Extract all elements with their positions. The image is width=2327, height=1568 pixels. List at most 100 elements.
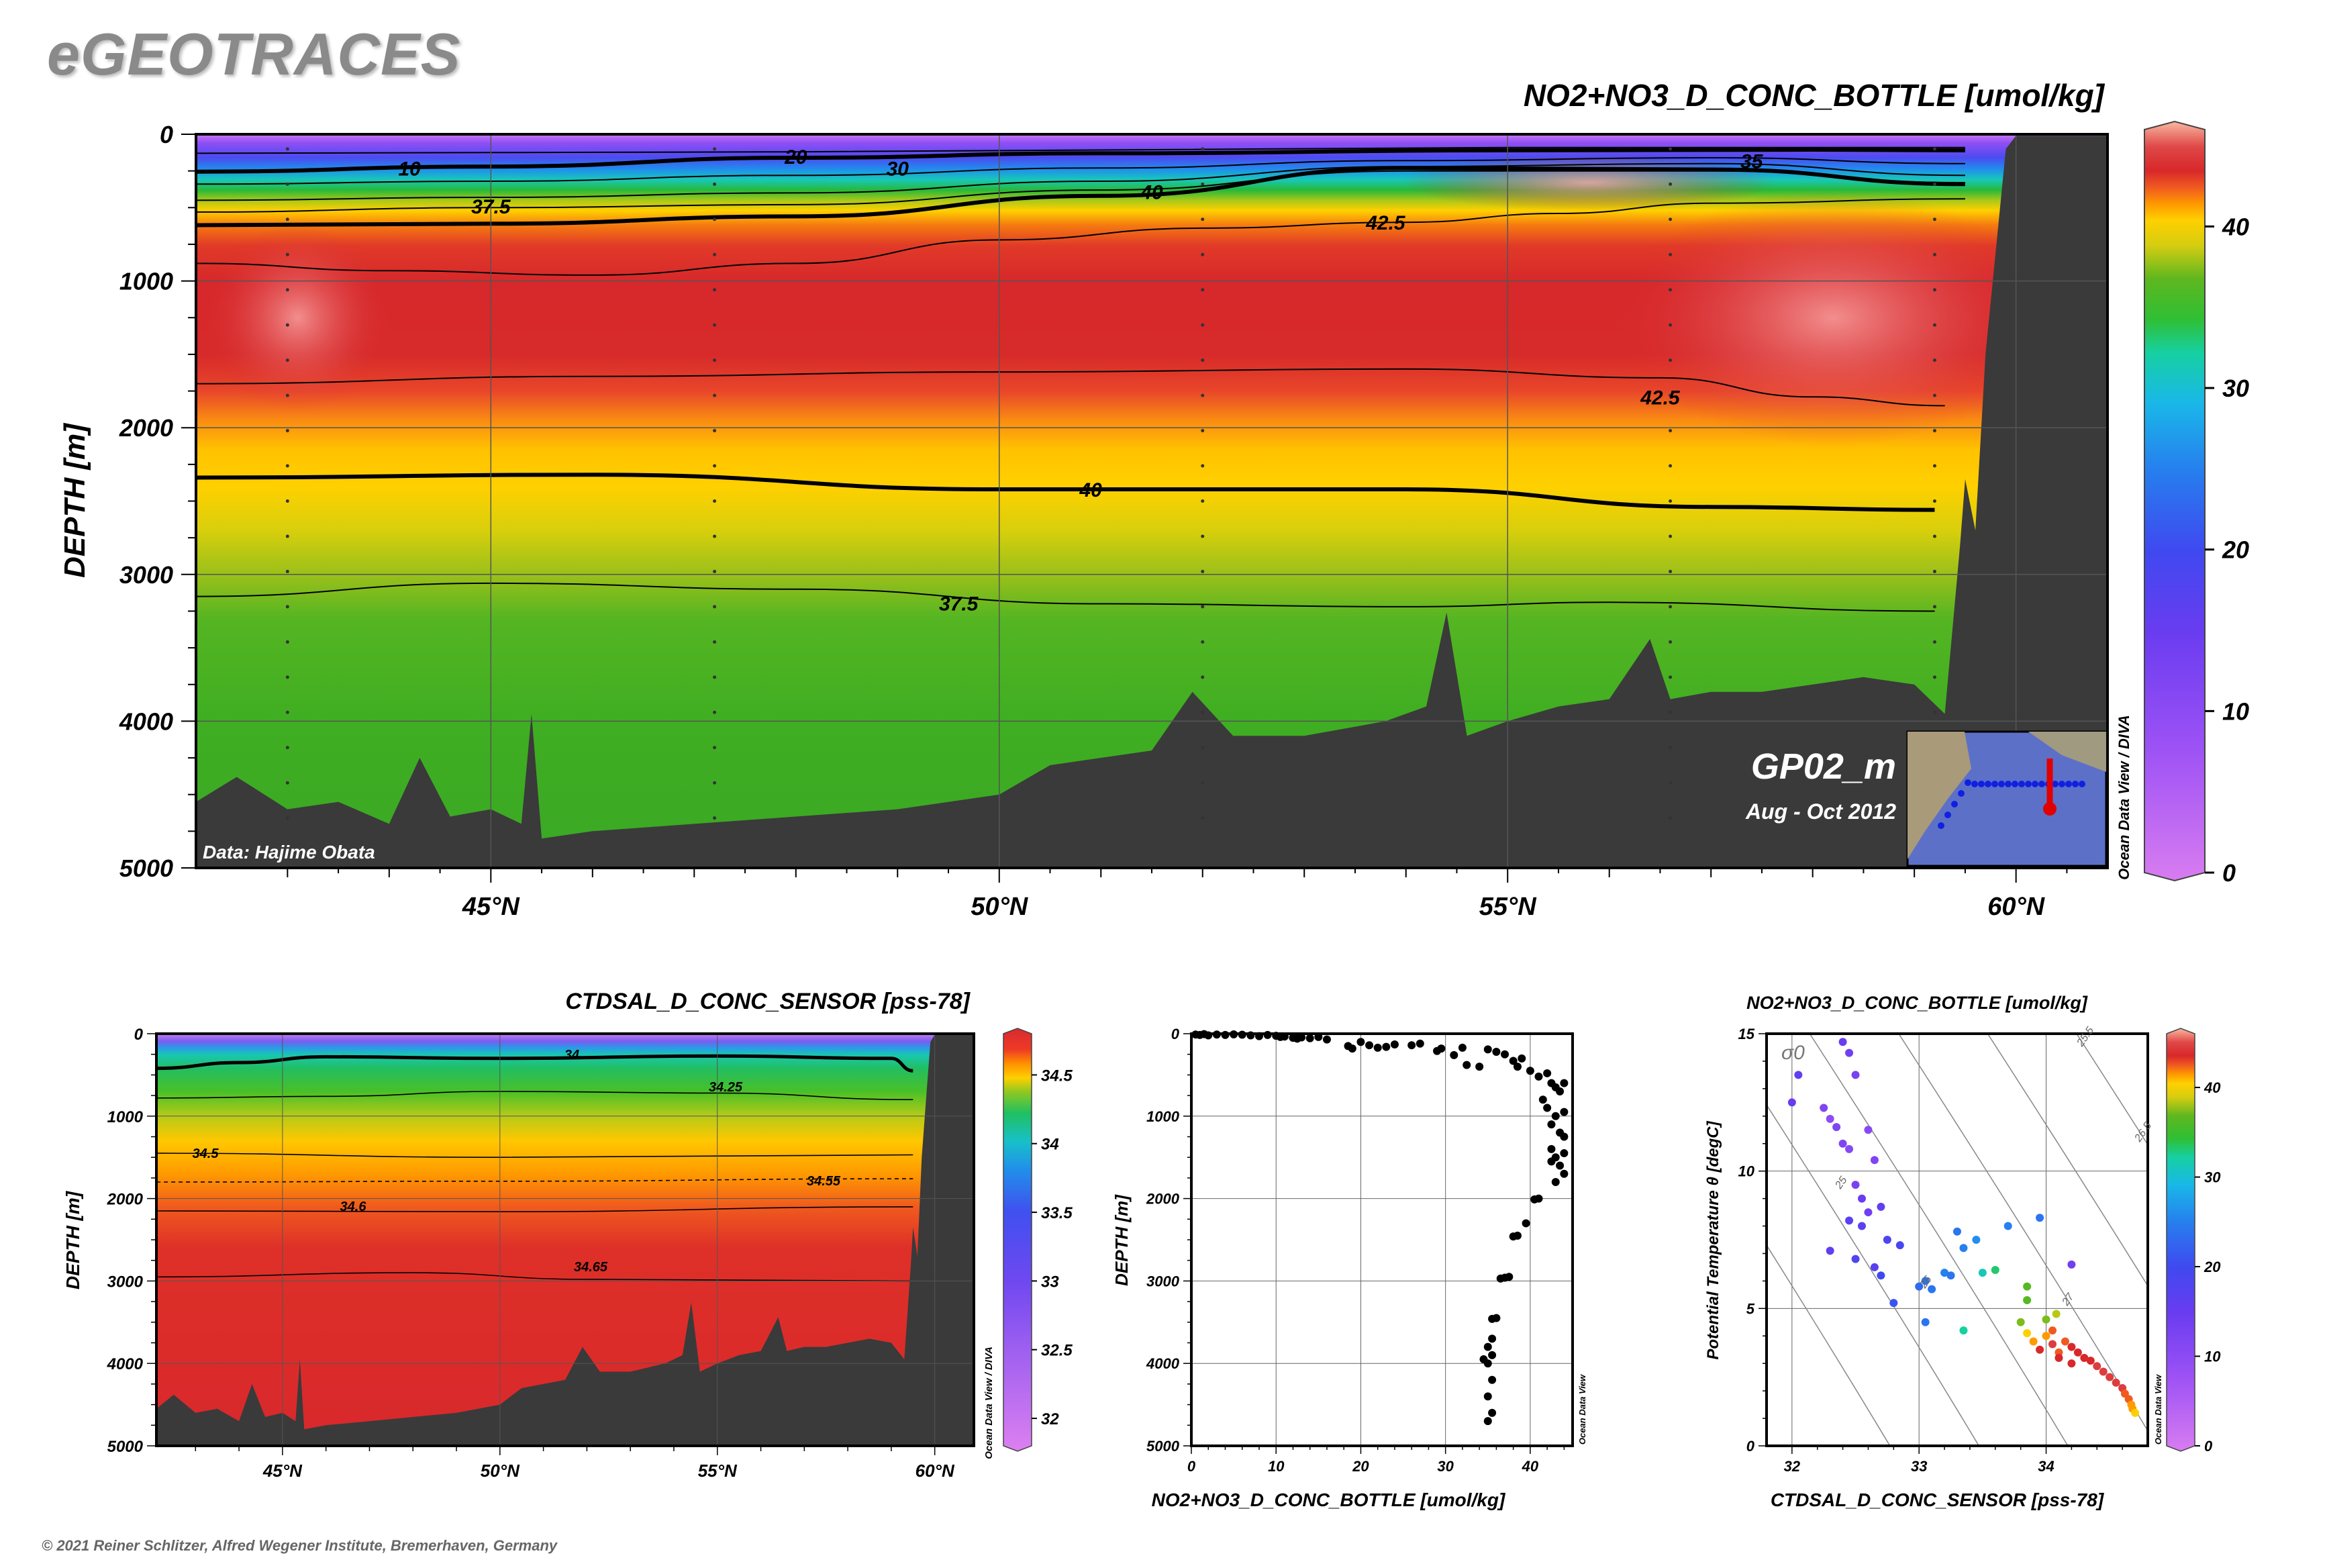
contour-line-10 [196, 146, 1965, 154]
ts-point [2029, 1337, 2038, 1346]
ts-point [1883, 1236, 1891, 1244]
sample-marker [1201, 675, 1205, 679]
ts-point [1787, 1098, 1796, 1107]
sample-marker [285, 429, 289, 433]
contour-line-42-5 [196, 198, 1965, 276]
sample-marker [285, 534, 289, 538]
main-title: NO2+NO3_D_CONC_BOTTLE [umol/kg] [1524, 78, 2106, 113]
app-logo: eGEOTRACES [47, 21, 461, 87]
ts-point [2067, 1359, 2076, 1368]
contour-label: 42.5 [1640, 387, 1681, 409]
sal-contour-label: 34 [564, 1048, 579, 1063]
ts-point [1851, 1181, 1860, 1189]
profile-point [1488, 1351, 1497, 1359]
ts-watermark: Ocean Data View [2153, 1374, 2163, 1444]
sample-marker [1201, 569, 1205, 573]
sample-marker [285, 710, 289, 714]
profile-point [1475, 1063, 1484, 1071]
ts-point [2042, 1332, 2050, 1340]
profile-point [1556, 1161, 1565, 1170]
sample-marker [1932, 534, 1936, 538]
sal-y-tick-label: 3000 [107, 1273, 144, 1291]
sample-marker [713, 499, 717, 503]
ts-point [1921, 1277, 1930, 1285]
sample-marker [285, 147, 289, 151]
sal-y-tick-label: 4000 [107, 1355, 144, 1373]
sample-marker [285, 464, 289, 468]
ts-isopycnal-label: 25 [1833, 1175, 1850, 1191]
ts-colorbar-label: 40 [2204, 1079, 2221, 1096]
profile-point [1238, 1030, 1246, 1039]
profile-y-tick-label: 4000 [1146, 1355, 1180, 1372]
sample-marker [1932, 358, 1936, 362]
profile-point [1560, 1132, 1569, 1141]
main-colorbar-label: 30 [2222, 375, 2249, 402]
sal-colorbar [1003, 1028, 1032, 1452]
profile-point [1263, 1030, 1272, 1039]
inset-station-marker [1991, 781, 1998, 787]
sample-marker [713, 675, 717, 679]
inset-station-marker [2025, 781, 2032, 787]
inset-station-marker [1958, 790, 1965, 797]
profile-point [1305, 1034, 1314, 1042]
sample-marker [713, 816, 717, 820]
sample-marker [1669, 182, 1673, 186]
ts-isopycnal [1897, 1034, 2148, 1432]
ts-point [2067, 1342, 2076, 1351]
profile-point [1483, 1045, 1492, 1054]
profile-point [1538, 1095, 1547, 1104]
sample-marker [1669, 816, 1673, 820]
profile-point [1416, 1039, 1424, 1048]
sample-marker [713, 534, 717, 538]
profile-point [1407, 1041, 1416, 1050]
cruise-name: GP02_m [1751, 746, 1896, 787]
sample-marker [1669, 746, 1673, 750]
sample-marker [285, 816, 289, 820]
profile-point [1488, 1314, 1497, 1323]
profile-point [1483, 1359, 1492, 1368]
sample-marker [713, 569, 717, 573]
sample-marker [1201, 147, 1205, 151]
ts-point [2112, 1378, 2120, 1387]
profile-point [1501, 1050, 1509, 1059]
sample-marker [713, 217, 717, 222]
profile-point [1390, 1040, 1399, 1048]
sample-marker [1932, 393, 1936, 397]
sample-marker [285, 781, 289, 785]
ts-x-tick-label: 33 [1911, 1458, 1927, 1475]
ts-point [2023, 1296, 2032, 1305]
seafloor-topography [196, 134, 2108, 868]
profile-point [1230, 1030, 1238, 1038]
inset-station-marker [1998, 781, 2005, 787]
inset-station-marker [1971, 781, 1978, 787]
sample-marker [1932, 429, 1936, 433]
profile-point [1560, 1079, 1569, 1087]
profile-point [1547, 1144, 1556, 1153]
sal-contour-34 [156, 1054, 913, 1073]
sal-contour-34-55 [156, 1178, 913, 1183]
contour-label: 35 [1740, 150, 1764, 173]
ts-point [2131, 1408, 2140, 1417]
sample-marker [1932, 605, 1936, 609]
profile-point [1534, 1072, 1543, 1081]
contour-label: 10 [398, 158, 421, 180]
inset-station-marker [2032, 781, 2038, 787]
profile-point [1492, 1048, 1501, 1057]
ts-point [1851, 1255, 1860, 1263]
ts-point [1845, 1048, 1854, 1057]
ts-point [2036, 1345, 2044, 1354]
sample-marker [1932, 288, 1936, 292]
sample-marker [1932, 675, 1936, 679]
ts-point [2106, 1373, 2114, 1381]
ts-point [2023, 1329, 2032, 1338]
inset-station-marker [1951, 801, 1958, 807]
main-y-tick-label: 5000 [119, 854, 173, 882]
sample-marker [1932, 182, 1936, 186]
ts-point [2067, 1260, 2076, 1269]
inset-map-land-asia [1908, 732, 1971, 859]
sample-marker [285, 746, 289, 750]
sample-marker [285, 605, 289, 609]
ts-point [2048, 1340, 2057, 1349]
profile-point [1356, 1038, 1365, 1046]
